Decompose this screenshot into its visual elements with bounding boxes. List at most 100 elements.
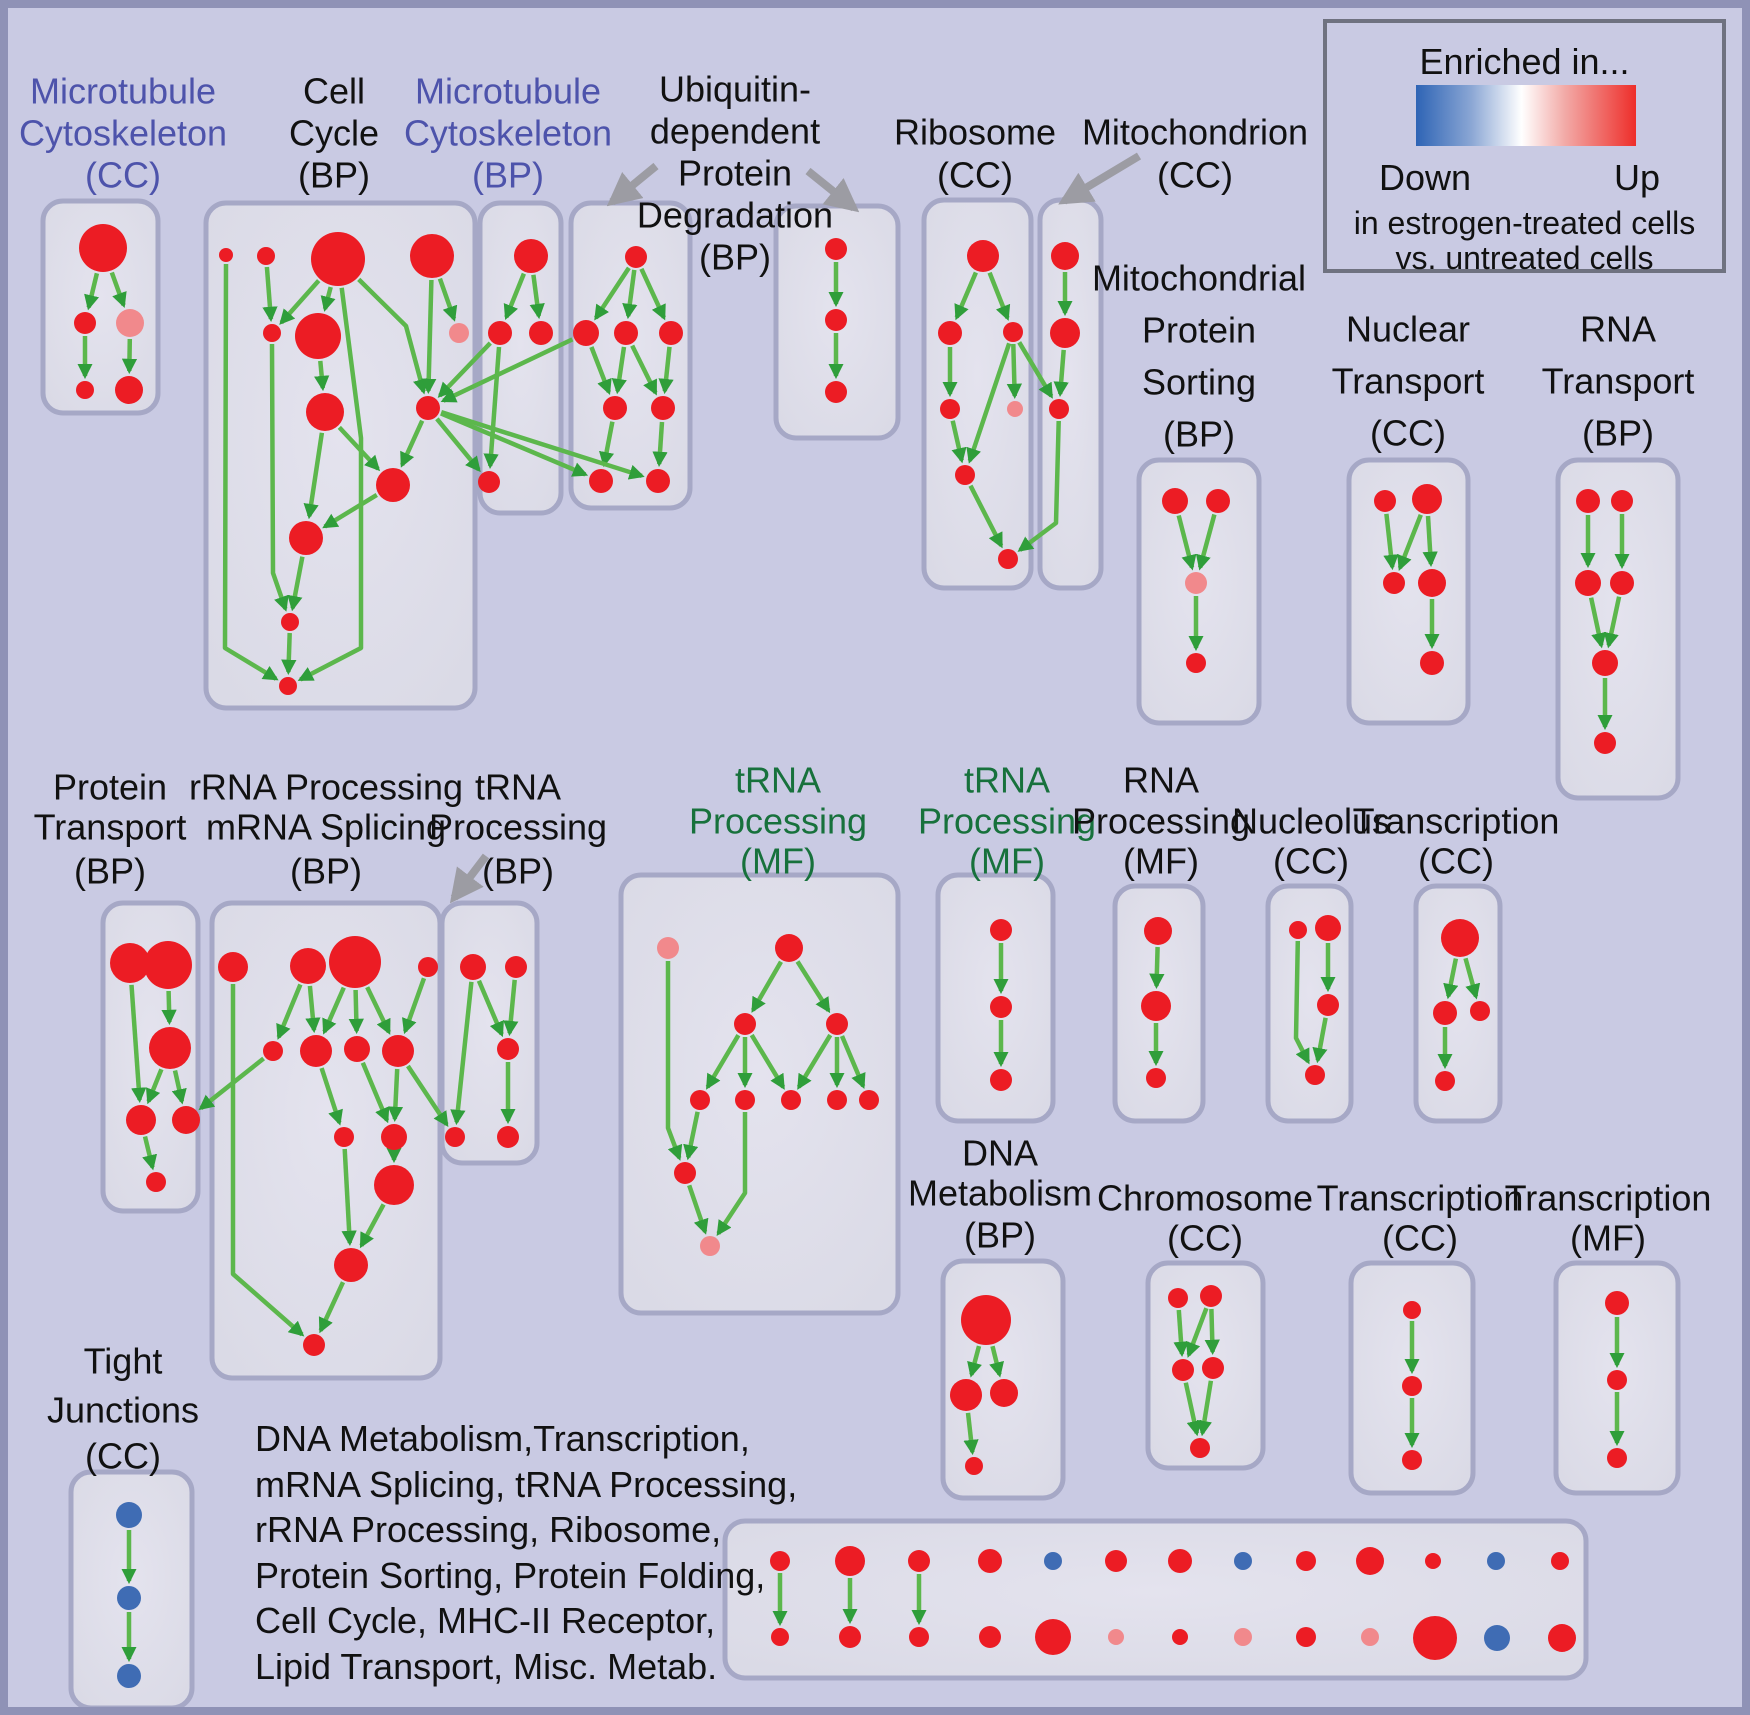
go-term-node	[117, 1664, 141, 1688]
go-term-node	[781, 1090, 801, 1110]
go-term-node	[1592, 650, 1618, 676]
cluster-label-rna_transport_bp: (BP)	[1582, 413, 1654, 454]
edge-arrow	[322, 986, 346, 1035]
legend-box: Enriched in... Down Up in estrogen-treat…	[1323, 19, 1726, 276]
annotation-line: mRNA Splicing, tRNA Processing,	[255, 1463, 798, 1505]
cluster-label-nuclear_transport_cc: Nuclear	[1346, 309, 1470, 350]
cross-cluster-edge	[440, 410, 645, 480]
cluster-label-chromosome_cc: (CC)	[1167, 1218, 1243, 1259]
edge-arrow	[1149, 946, 1165, 990]
edge-arrow	[716, 1112, 748, 1237]
go-term-node	[1035, 1619, 1071, 1655]
edge-arrow	[594, 266, 631, 321]
go-term-node	[1044, 1552, 1062, 1570]
go-term-node	[1289, 921, 1307, 939]
legend-up-label: Up	[1613, 157, 1660, 198]
go-term-node	[1607, 1370, 1627, 1390]
edge-arrow	[599, 421, 615, 468]
cluster-label-transcription_cc_bottom: (CC)	[1382, 1218, 1458, 1259]
go-term-node	[770, 1551, 790, 1571]
annotation-line: DNA Metabolism,Transcription,	[255, 1418, 750, 1459]
go-term-node	[529, 321, 553, 345]
go-term-node	[1296, 1627, 1316, 1647]
go-term-node	[79, 224, 127, 272]
go-term-node	[1576, 489, 1600, 513]
cluster-label-ribosome_cc: Ribosome	[894, 112, 1056, 153]
cluster-label-protein_transport_bp: (BP)	[74, 851, 146, 892]
cluster-labels: MicrotubuleCytoskeleton(CC)CellCycle(BP)…	[19, 69, 1711, 1477]
edge-arrow	[966, 342, 1012, 464]
go-term-node	[657, 937, 679, 959]
go-term-node	[1413, 1616, 1457, 1660]
edge-arrow	[1183, 1382, 1202, 1437]
go-term-node	[1441, 919, 1479, 957]
cross-cluster-edge	[198, 1056, 265, 1111]
legend-caption-line2: vs. untreated cells	[1395, 240, 1654, 276]
edge-arrow	[1053, 349, 1069, 398]
cross-cluster-edge	[437, 341, 492, 398]
edge-arrow	[287, 556, 305, 612]
edge-arrow	[987, 271, 1011, 321]
legend-gradient-bar	[1416, 85, 1636, 146]
edge-arrow	[359, 1203, 386, 1249]
cluster-box-transcription_cc_mid	[1413, 883, 1503, 1124]
go-term-node	[74, 312, 96, 334]
pointer-mitochondrion-arrow-icon	[1058, 152, 1142, 205]
go-term-node	[1435, 1071, 1455, 1091]
edge-arrow	[437, 277, 458, 322]
go-term-node	[690, 1090, 710, 1110]
edge-arrow	[337, 425, 381, 472]
go-term-node	[303, 1334, 325, 1356]
go-term-node	[940, 399, 960, 419]
go-term-node	[257, 247, 275, 265]
go-term-node	[1403, 1301, 1421, 1319]
edge-arrow	[262, 266, 278, 323]
go-term-node	[1186, 653, 1206, 673]
edge-arrow	[341, 1148, 357, 1247]
cluster-label-transcription_cc_mid: Transcription	[1353, 801, 1560, 842]
cluster-box-trna_processing_bp	[439, 900, 540, 1166]
cluster-label-trna_processing_mf_2: tRNA	[964, 760, 1050, 801]
cluster-label-ubiquitin_degradation_bp: dependent	[650, 111, 820, 152]
go-term-node	[961, 1295, 1011, 1345]
go-term-node	[1234, 1552, 1252, 1570]
edge-arrow	[476, 979, 504, 1038]
label-pointer-arrows	[449, 152, 1142, 904]
cluster-box-ribosome_cc	[921, 197, 1034, 591]
go-term-node	[1108, 1629, 1124, 1645]
cluster-label-mitochondrial_protein_sorting_bp: (BP)	[1163, 414, 1235, 455]
cluster-label-dna_metabolism_bp: Metabolism	[908, 1173, 1092, 1214]
cluster-box-microtubule_cytoskeleton_bp	[477, 200, 564, 516]
edge-arrow	[630, 344, 658, 396]
go-term-node	[144, 941, 192, 989]
cluster-label-protein_transport_bp: Transport	[34, 807, 187, 848]
go-term-node	[289, 521, 323, 555]
go-term-node	[908, 1550, 930, 1572]
edge-arrow	[281, 632, 297, 676]
cluster-label-trna_processing_mf_2: (MF)	[969, 841, 1045, 882]
go-term-node	[1105, 1550, 1127, 1572]
edge-arrow	[589, 346, 612, 395]
cluster-label-nucleolus_cc: (CC)	[1273, 841, 1349, 882]
edge-arrow	[400, 419, 425, 468]
cluster-label-rrna_processing_mrna_splicing_bp: (BP)	[290, 851, 362, 892]
go-term-node	[603, 396, 627, 420]
cross-cluster-edge	[1017, 420, 1061, 552]
cluster-label-rna_processing_mf: RNA	[1123, 760, 1199, 801]
go-term-node	[1172, 1359, 1194, 1381]
edge-arrow	[1195, 513, 1217, 571]
cluster-label-rna_transport_bp: Transport	[1542, 361, 1695, 402]
cluster-label-ubiquitin_degradation_bp: Degradation	[637, 195, 833, 236]
edge-arrow	[967, 1345, 982, 1378]
cluster-label-nucleolus_cc: Nucleolus	[1232, 801, 1390, 842]
cluster-label-mitochondrial_protein_sorting_bp: Mitochondrial	[1092, 258, 1306, 299]
go-term-node	[1172, 1629, 1188, 1645]
go-term-node	[1168, 1549, 1192, 1573]
go-term-node	[1402, 1450, 1422, 1470]
cluster-label-rna_processing_mf: (MF)	[1123, 841, 1199, 882]
go-term-node	[950, 1379, 982, 1411]
go-term-node	[329, 936, 381, 988]
go-term-node	[1202, 1357, 1224, 1379]
go-term-node	[218, 952, 248, 982]
go-term-node	[146, 1172, 166, 1192]
